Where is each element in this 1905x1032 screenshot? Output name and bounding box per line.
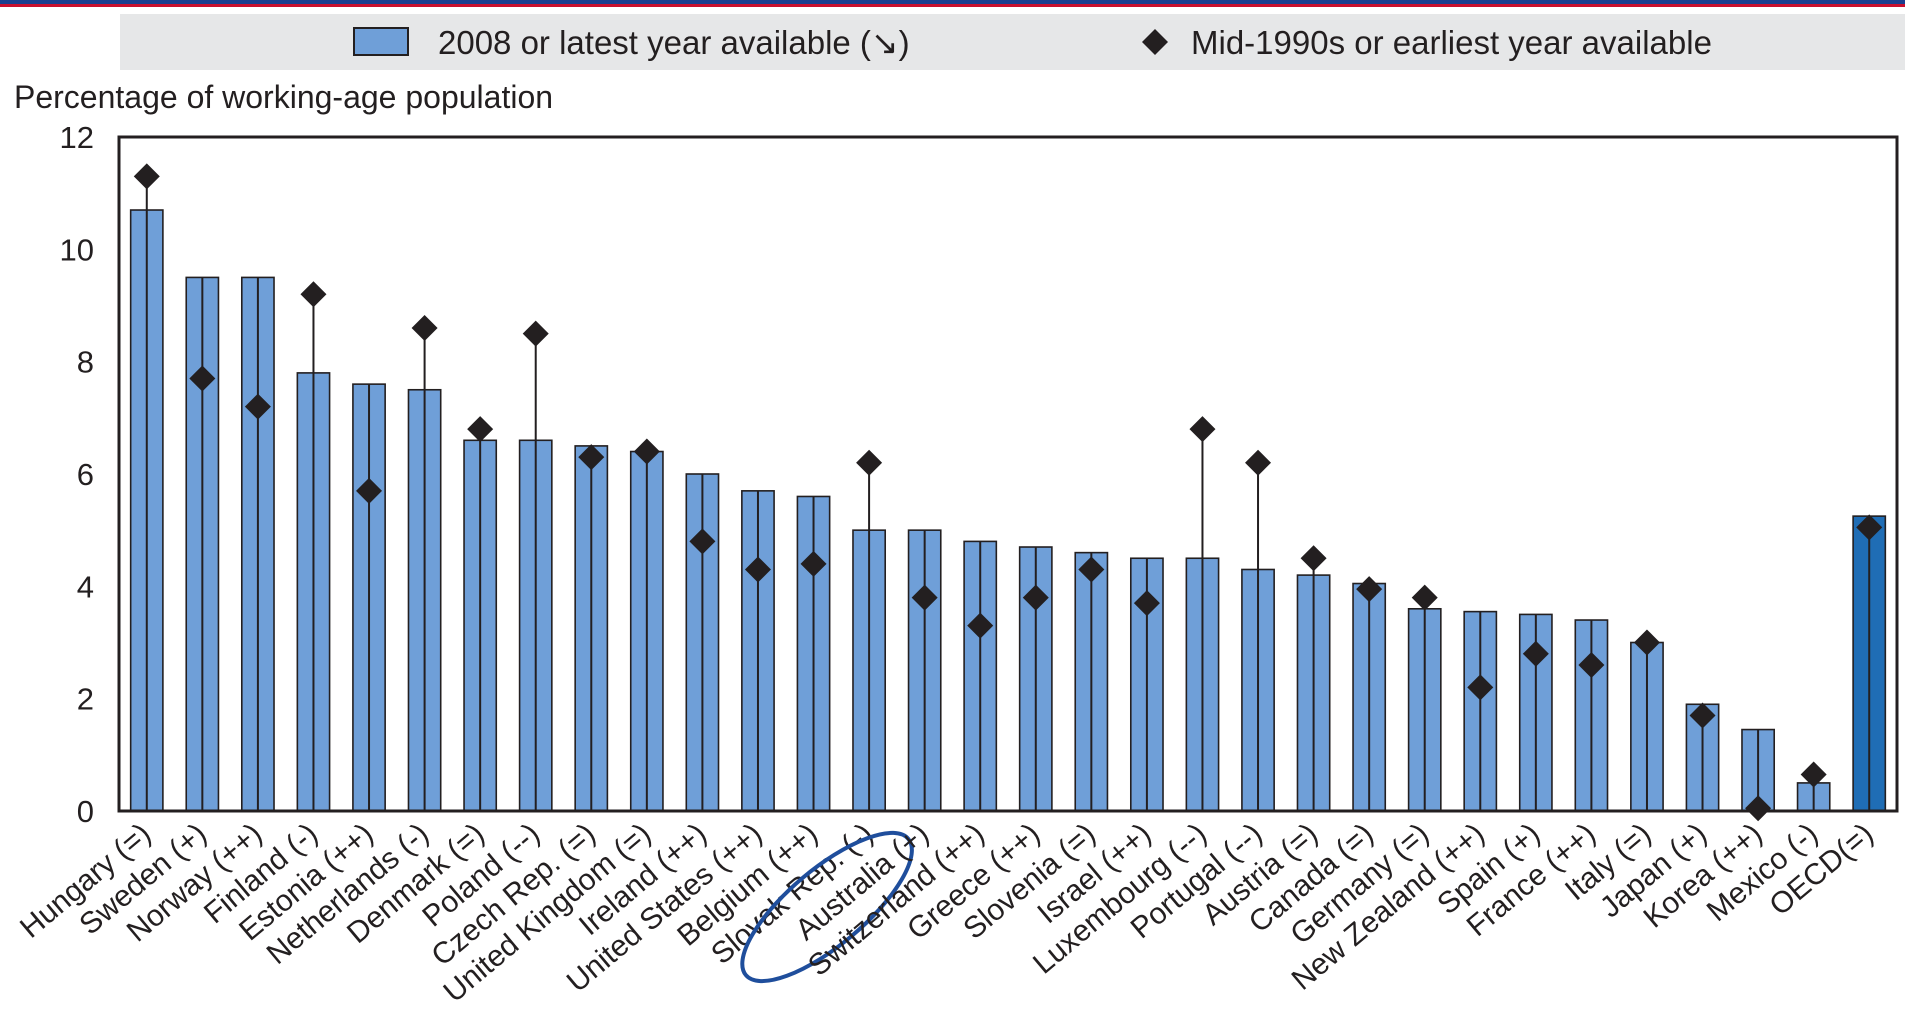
marker-point — [1300, 545, 1327, 572]
marker-point — [522, 320, 549, 347]
highlight-circle — [740, 830, 914, 984]
y-tick-label: 0 — [77, 794, 94, 829]
marker-point — [244, 393, 271, 420]
marker-point — [133, 163, 160, 190]
plot-frame — [117, 135, 1899, 813]
marker-point — [411, 314, 438, 341]
legend: 2008 or latest year available (↘) Mid-19… — [120, 14, 1905, 70]
marker-point — [1133, 590, 1160, 617]
y-tick-label: 2 — [77, 682, 94, 717]
legend-bar-label: 2008 or latest year available (↘) — [438, 24, 910, 61]
marker-point — [1245, 449, 1272, 476]
marker-point — [1522, 640, 1549, 667]
marker-point — [1745, 795, 1772, 822]
marker-point — [1189, 416, 1216, 443]
marker-point — [189, 365, 216, 392]
legend-diamond-marker — [1142, 29, 1168, 55]
marker-point — [1356, 576, 1383, 603]
marker-point — [578, 444, 605, 471]
marker-point — [911, 584, 938, 611]
marker-point — [800, 550, 827, 577]
marker-point — [856, 449, 883, 476]
y-tick-label: 4 — [77, 569, 94, 604]
legend-bar-swatch — [353, 27, 409, 56]
marker-point — [467, 416, 494, 443]
marker-point — [1578, 651, 1605, 678]
y-tick-label: 12 — [60, 120, 94, 155]
header-rule — [0, 0, 1905, 7]
marker-point — [689, 528, 716, 555]
top-rule-blue — [0, 0, 1905, 4]
marker-point — [1800, 761, 1827, 788]
marker-point — [633, 438, 660, 465]
legend-marker-label: Mid-1990s or earliest year available — [1191, 24, 1712, 61]
marker-point — [1022, 584, 1049, 611]
y-tick-label: 8 — [77, 345, 94, 380]
marker-point — [1467, 674, 1494, 701]
marker-point — [1411, 584, 1438, 611]
y-tick-label: 6 — [77, 457, 94, 492]
marker-point — [1078, 556, 1105, 583]
marker-point — [356, 477, 383, 504]
marker-point — [967, 612, 994, 639]
marker-point — [1633, 629, 1660, 656]
top-rule-red — [0, 4, 1905, 7]
marker-point — [744, 556, 771, 583]
marker-point — [1856, 514, 1883, 541]
y-axis-title: Percentage of working-age population — [14, 79, 553, 115]
y-tick-label: 10 — [60, 232, 94, 267]
marker-point — [1689, 702, 1716, 729]
marker-point — [300, 281, 327, 308]
legend-background — [120, 14, 1905, 70]
